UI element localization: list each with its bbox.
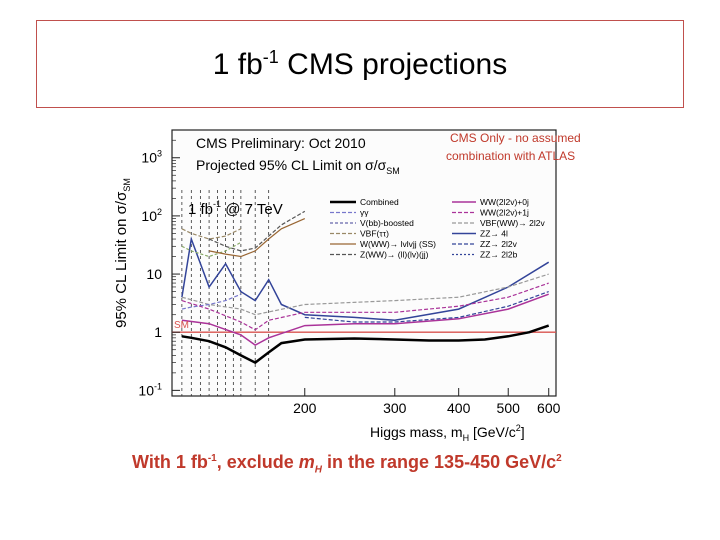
legend-entry: WW(2l2v)+1j — [480, 208, 529, 218]
y-tick-label: 10-1 — [138, 381, 162, 398]
legend-entry: ZZ→ 2l2b — [480, 250, 518, 260]
series-line — [181, 241, 242, 258]
x-tick-label: 400 — [447, 400, 471, 416]
legend-entry: VBF(WW)→ 2l2v — [480, 218, 545, 228]
y-tick-label: 103 — [141, 149, 162, 166]
legend-entry: WW(2l2v)+0j — [480, 197, 529, 207]
sm-label: SM — [174, 320, 189, 331]
slide-title: 1 fb-1 CMS projections — [212, 46, 508, 81]
x-tick-label: 200 — [293, 400, 317, 416]
series-line — [181, 236, 550, 322]
y-tick-label: 1 — [154, 324, 162, 340]
annotation-line2: combination with ATLAS — [446, 149, 575, 163]
y-axis-label: 95% CL Limit on σ/σSM — [113, 178, 132, 328]
legend-entry: γγ — [360, 208, 369, 218]
series-line — [181, 228, 242, 240]
series-line — [181, 324, 550, 365]
legend-entry: VBF(ττ) — [360, 229, 389, 239]
x-tick-label: 600 — [537, 400, 561, 416]
annotation-line1: CMS Only - no assumed — [450, 131, 581, 145]
series-line — [181, 293, 242, 310]
chart-title-line2: Projected 95% CL Limit on σ/σSM — [196, 157, 400, 176]
legend-entry: W(WW)→ lvlvjj (SS) — [360, 239, 436, 249]
series-line — [304, 291, 549, 323]
chart-title-line1: CMS Preliminary: Oct 2010 — [196, 135, 366, 151]
slide-caption: With 1 fb-1, exclude mH in the range 135… — [132, 452, 562, 476]
legend-entry: ZZ→ 2l2v — [480, 239, 518, 249]
series-line — [208, 210, 306, 252]
legend-entry: V(bb)-boosted — [360, 218, 414, 228]
series-line — [181, 273, 549, 316]
series-line — [208, 218, 306, 258]
series-line — [181, 293, 549, 346]
y-tick-label: 10 — [146, 266, 162, 282]
x-axis-label: Higgs mass, mH [GeV/c2] — [370, 423, 525, 443]
x-tick-label: 500 — [497, 400, 521, 416]
y-tick-label: 102 — [141, 207, 162, 224]
legend-entry: ZZ→ 4l — [480, 229, 508, 239]
series-line — [181, 282, 549, 331]
x-tick-label: 300 — [383, 400, 407, 416]
legend-entry: Combined — [360, 197, 399, 207]
luminosity-label: 1 fb-1 @ 7 TeV — [188, 199, 283, 218]
legend-entry: Z(WW)→ (ll)(lv)(jj) — [360, 250, 429, 260]
title-box: 1 fb-1 CMS projections — [36, 20, 684, 108]
